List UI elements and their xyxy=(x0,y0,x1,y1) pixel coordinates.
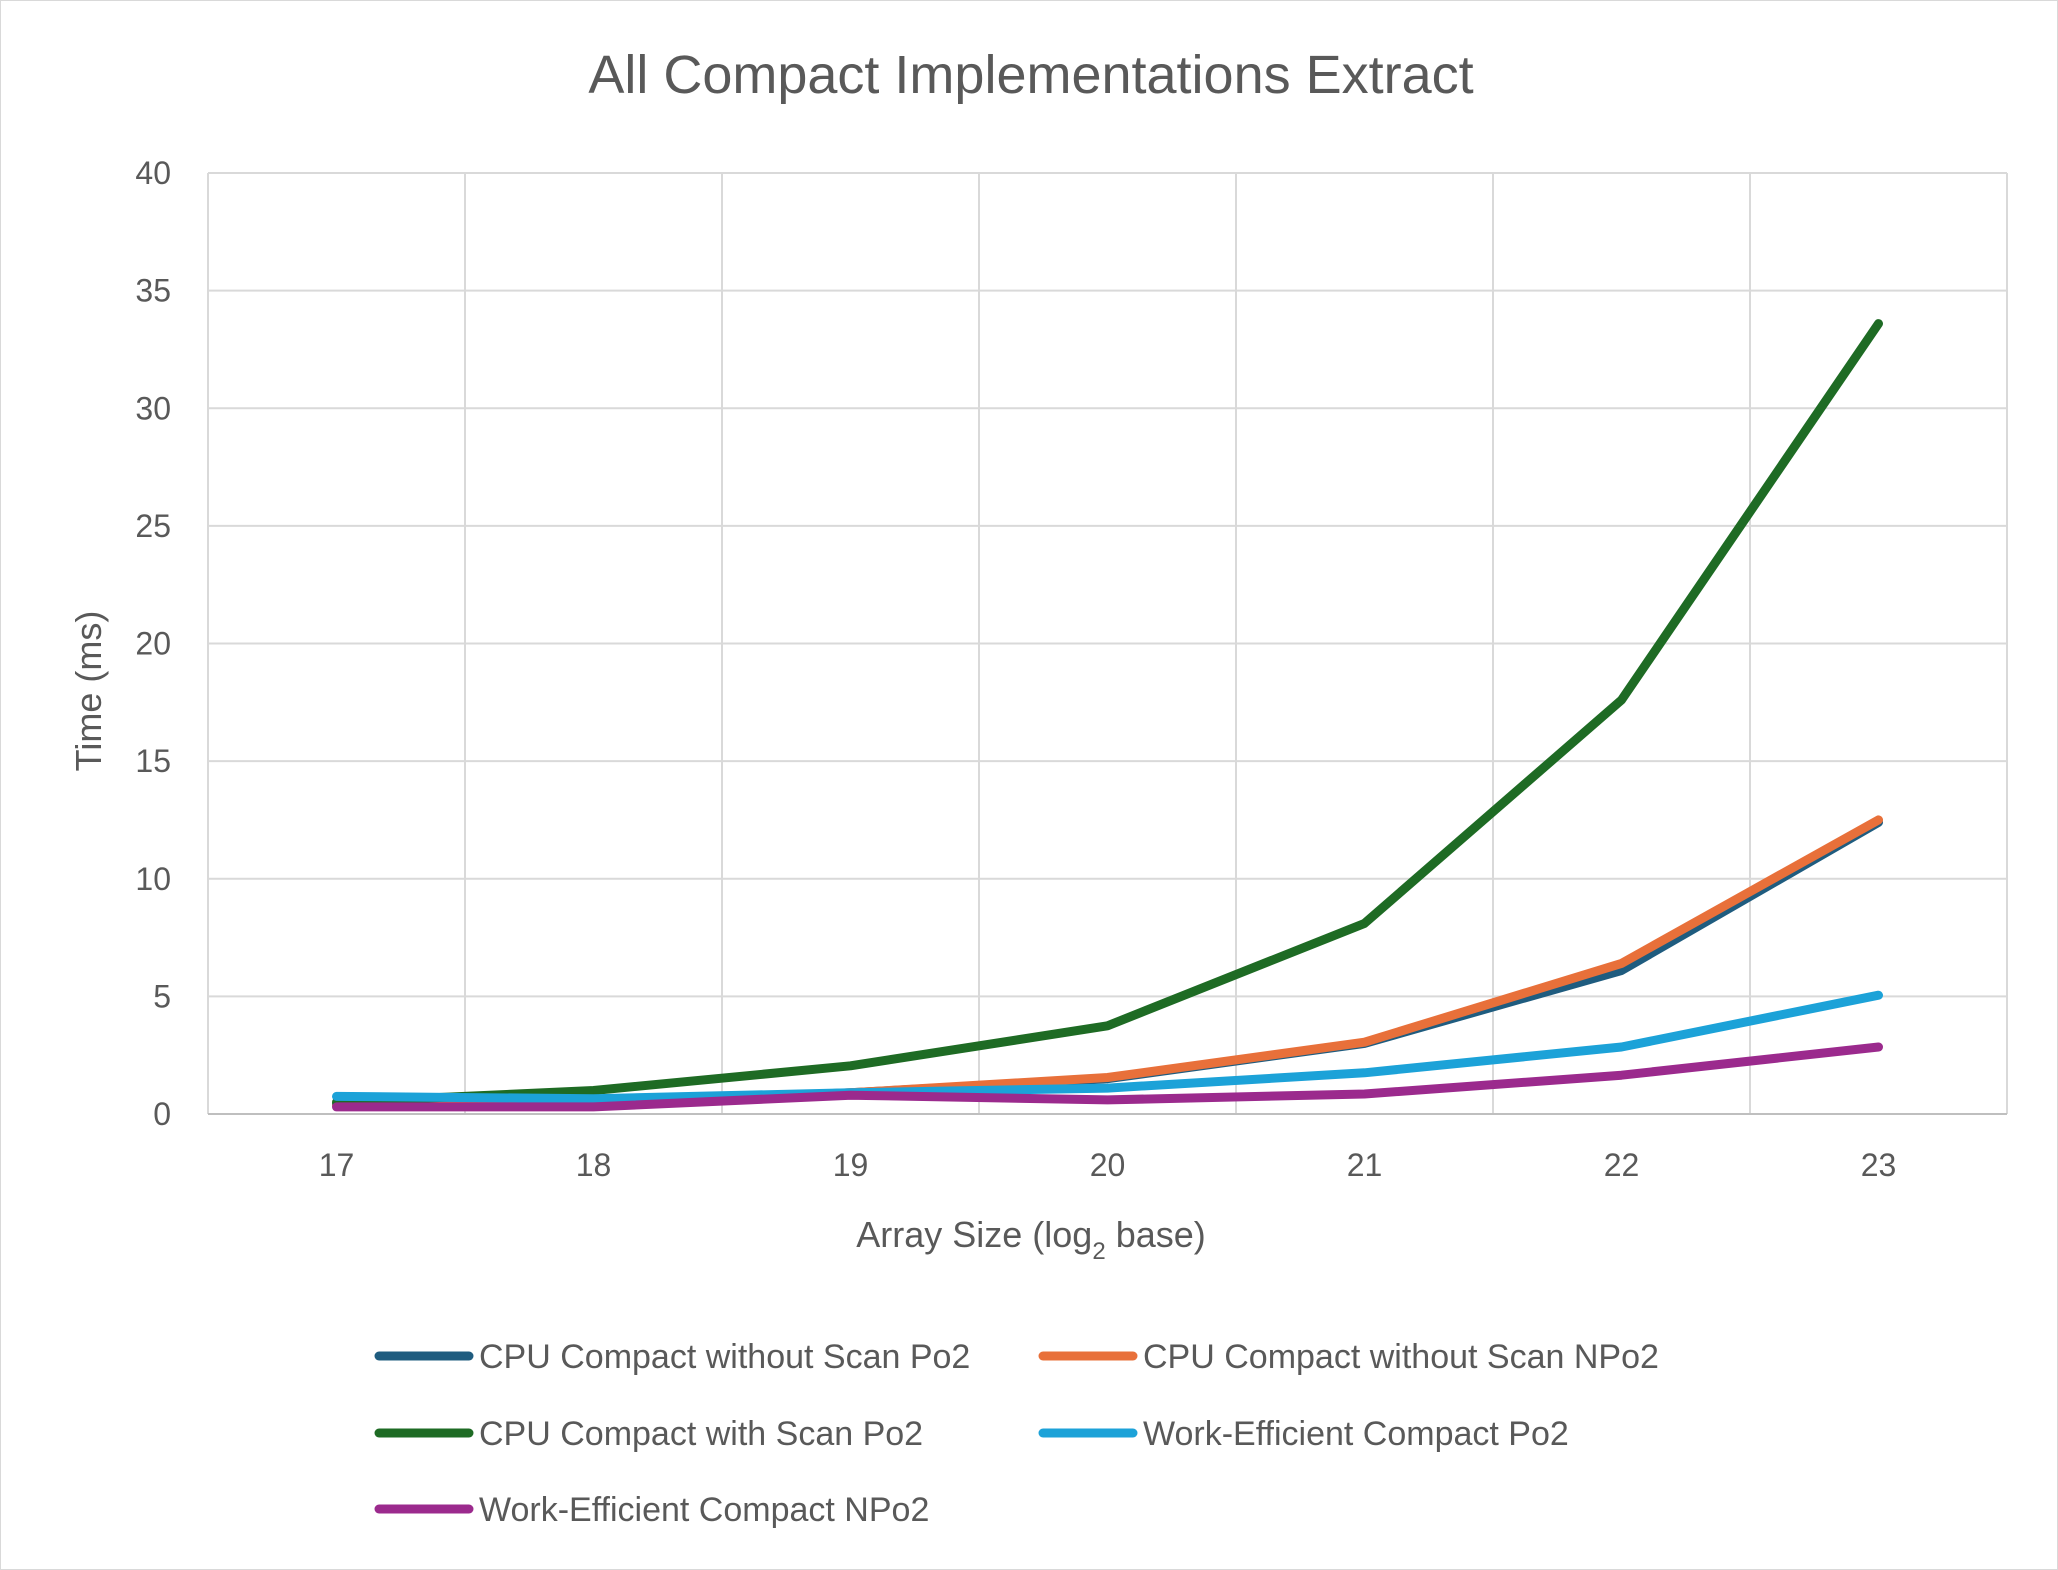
y-tick-label: 0 xyxy=(153,1096,171,1132)
chart-title: All Compact Implementations Extract xyxy=(588,45,1473,105)
legend-label: Work-Efficient Compact NPo2 xyxy=(479,1491,929,1529)
series-lines xyxy=(332,319,1883,1112)
series-line xyxy=(332,319,1883,1107)
x-tick-label: 20 xyxy=(1090,1147,1126,1183)
y-tick-label: 5 xyxy=(153,978,171,1014)
y-tick-label: 15 xyxy=(135,743,171,779)
x-tick-label: 21 xyxy=(1347,1147,1383,1183)
y-axis-title: Time (ms) xyxy=(68,611,109,772)
x-axis-title-suffix: base) xyxy=(1106,1214,1206,1255)
x-tick-label: 17 xyxy=(319,1147,355,1183)
y-tick-label: 25 xyxy=(135,508,171,544)
x-axis-title-subscript: 2 xyxy=(1092,1238,1105,1265)
gridlines xyxy=(207,172,2008,1115)
x-axis-ticks: 17 18 19 20 21 22 23 xyxy=(319,1147,1897,1183)
legend: CPU Compact without Scan Po2 CPU Compact … xyxy=(374,1338,1659,1529)
series-line xyxy=(332,817,1883,1110)
series-line xyxy=(332,990,1883,1104)
series-line xyxy=(332,815,1883,1111)
y-tick-label: 35 xyxy=(135,273,171,309)
legend-label: Work-Efficient Compact Po2 xyxy=(1143,1415,1569,1453)
y-tick-label: 20 xyxy=(135,626,171,662)
legend-label: CPU Compact without Scan Po2 xyxy=(479,1338,970,1376)
x-tick-label: 23 xyxy=(1861,1147,1897,1183)
y-axis-ticks: 0 5 10 15 20 25 30 35 40 xyxy=(135,155,171,1132)
x-tick-label: 19 xyxy=(833,1147,869,1183)
x-axis-title-main: Array Size (log xyxy=(856,1214,1092,1255)
y-tick-label: 30 xyxy=(135,390,171,426)
y-tick-label: 10 xyxy=(135,861,171,897)
legend-label: CPU Compact without Scan NPo2 xyxy=(1143,1338,1659,1376)
y-tick-label: 40 xyxy=(135,155,171,191)
series-line xyxy=(332,1042,1883,1112)
x-tick-label: 18 xyxy=(576,1147,612,1183)
x-tick-label: 22 xyxy=(1604,1147,1640,1183)
x-axis-title: Array Size (log2 base) xyxy=(856,1214,1206,1265)
legend-label: CPU Compact with Scan Po2 xyxy=(479,1415,923,1453)
